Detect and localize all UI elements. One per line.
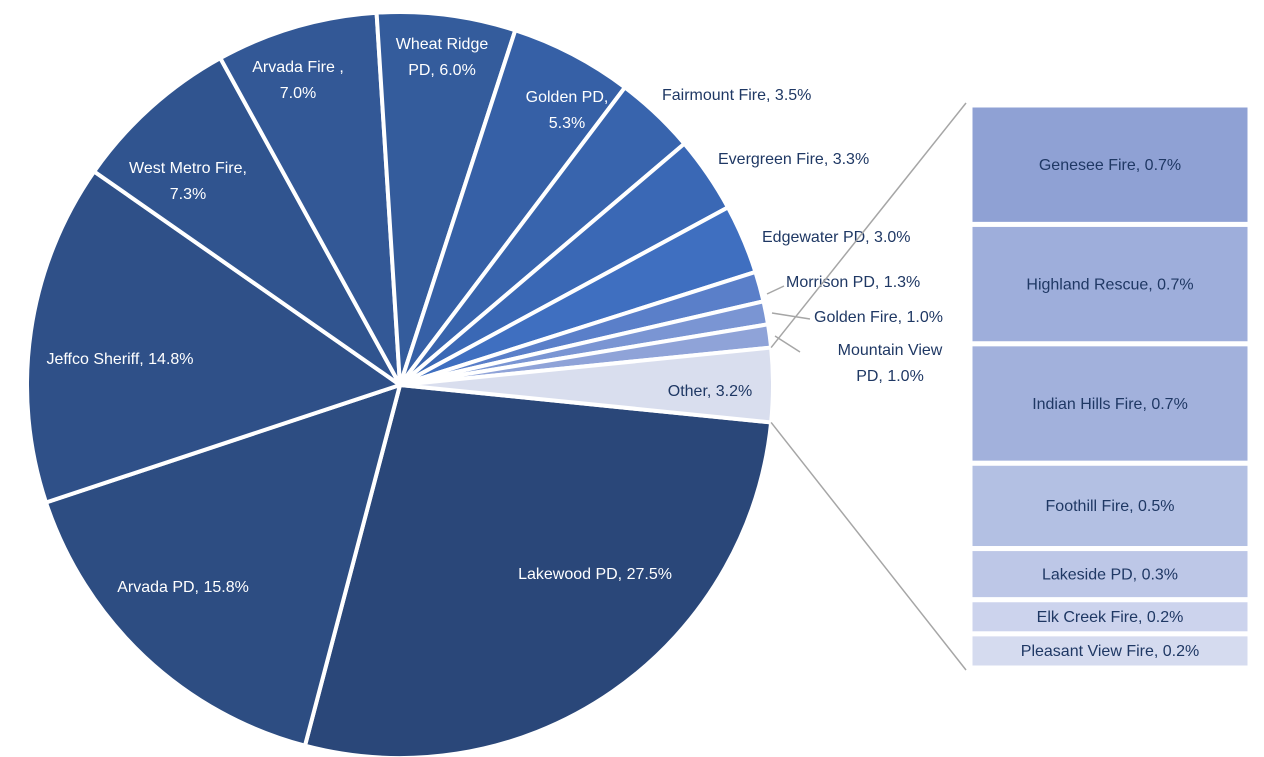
breakdown-label: Pleasant View Fire, 0.2% [1021,643,1199,660]
leader-line [774,335,801,353]
slice-label: Other, 3.2% [668,383,753,400]
slice-label: Fairmount Fire, 3.5% [662,87,811,104]
slice-label: West Metro Fire, 7.3% [129,160,247,203]
connector-line [770,421,967,671]
slice-label: Arvada PD, 15.8% [117,579,249,596]
pie-slice [217,10,402,386]
slice-label: Morrison PD, 1.3% [786,274,920,291]
breakdown-label: Foothill Fire, 0.5% [1046,498,1175,515]
breakdown-label: Lakeside PD, 0.3% [1042,566,1178,583]
slice-label: Arvada Fire , 7.0% [252,59,344,102]
breakdown-label: Highland Rescue, 0.7% [1026,276,1193,293]
breakdown-bar [967,460,1253,552]
slice-label: Edgewater PD, 3.0% [762,229,911,246]
breakdown-label: Indian Hills Fire, 0.7% [1032,396,1188,413]
breakdown-bar [967,631,1253,671]
leader-line [771,312,811,320]
slice-label: Jeffco Sheriff, 14.8% [46,351,193,368]
pie-slice [91,55,402,387]
breakdown-bar [967,221,1253,347]
breakdown-label: Genesee Fire, 0.7% [1039,157,1181,174]
slice-label: Golden PD, 5.3% [526,89,609,132]
breakdown-label: Elk Creek Fire, 0.2% [1037,609,1184,626]
slice-label: Golden Fire, 1.0% [814,309,943,326]
slice-label: Evergreen Fire, 3.3% [718,151,869,168]
breakdown-bar [967,102,1253,227]
leader-line [766,285,785,295]
pie-slice [399,345,775,425]
pie-slice [374,10,518,386]
pie-slice [302,382,774,757]
connector-line [770,102,967,349]
slice-label: Wheat Ridge PD, 6.0% [396,36,489,79]
pie-slice [25,168,405,506]
slice-label: Lakewood PD, 27.5% [518,566,672,583]
slice-label: Mountain View PD, 1.0% [838,342,943,385]
